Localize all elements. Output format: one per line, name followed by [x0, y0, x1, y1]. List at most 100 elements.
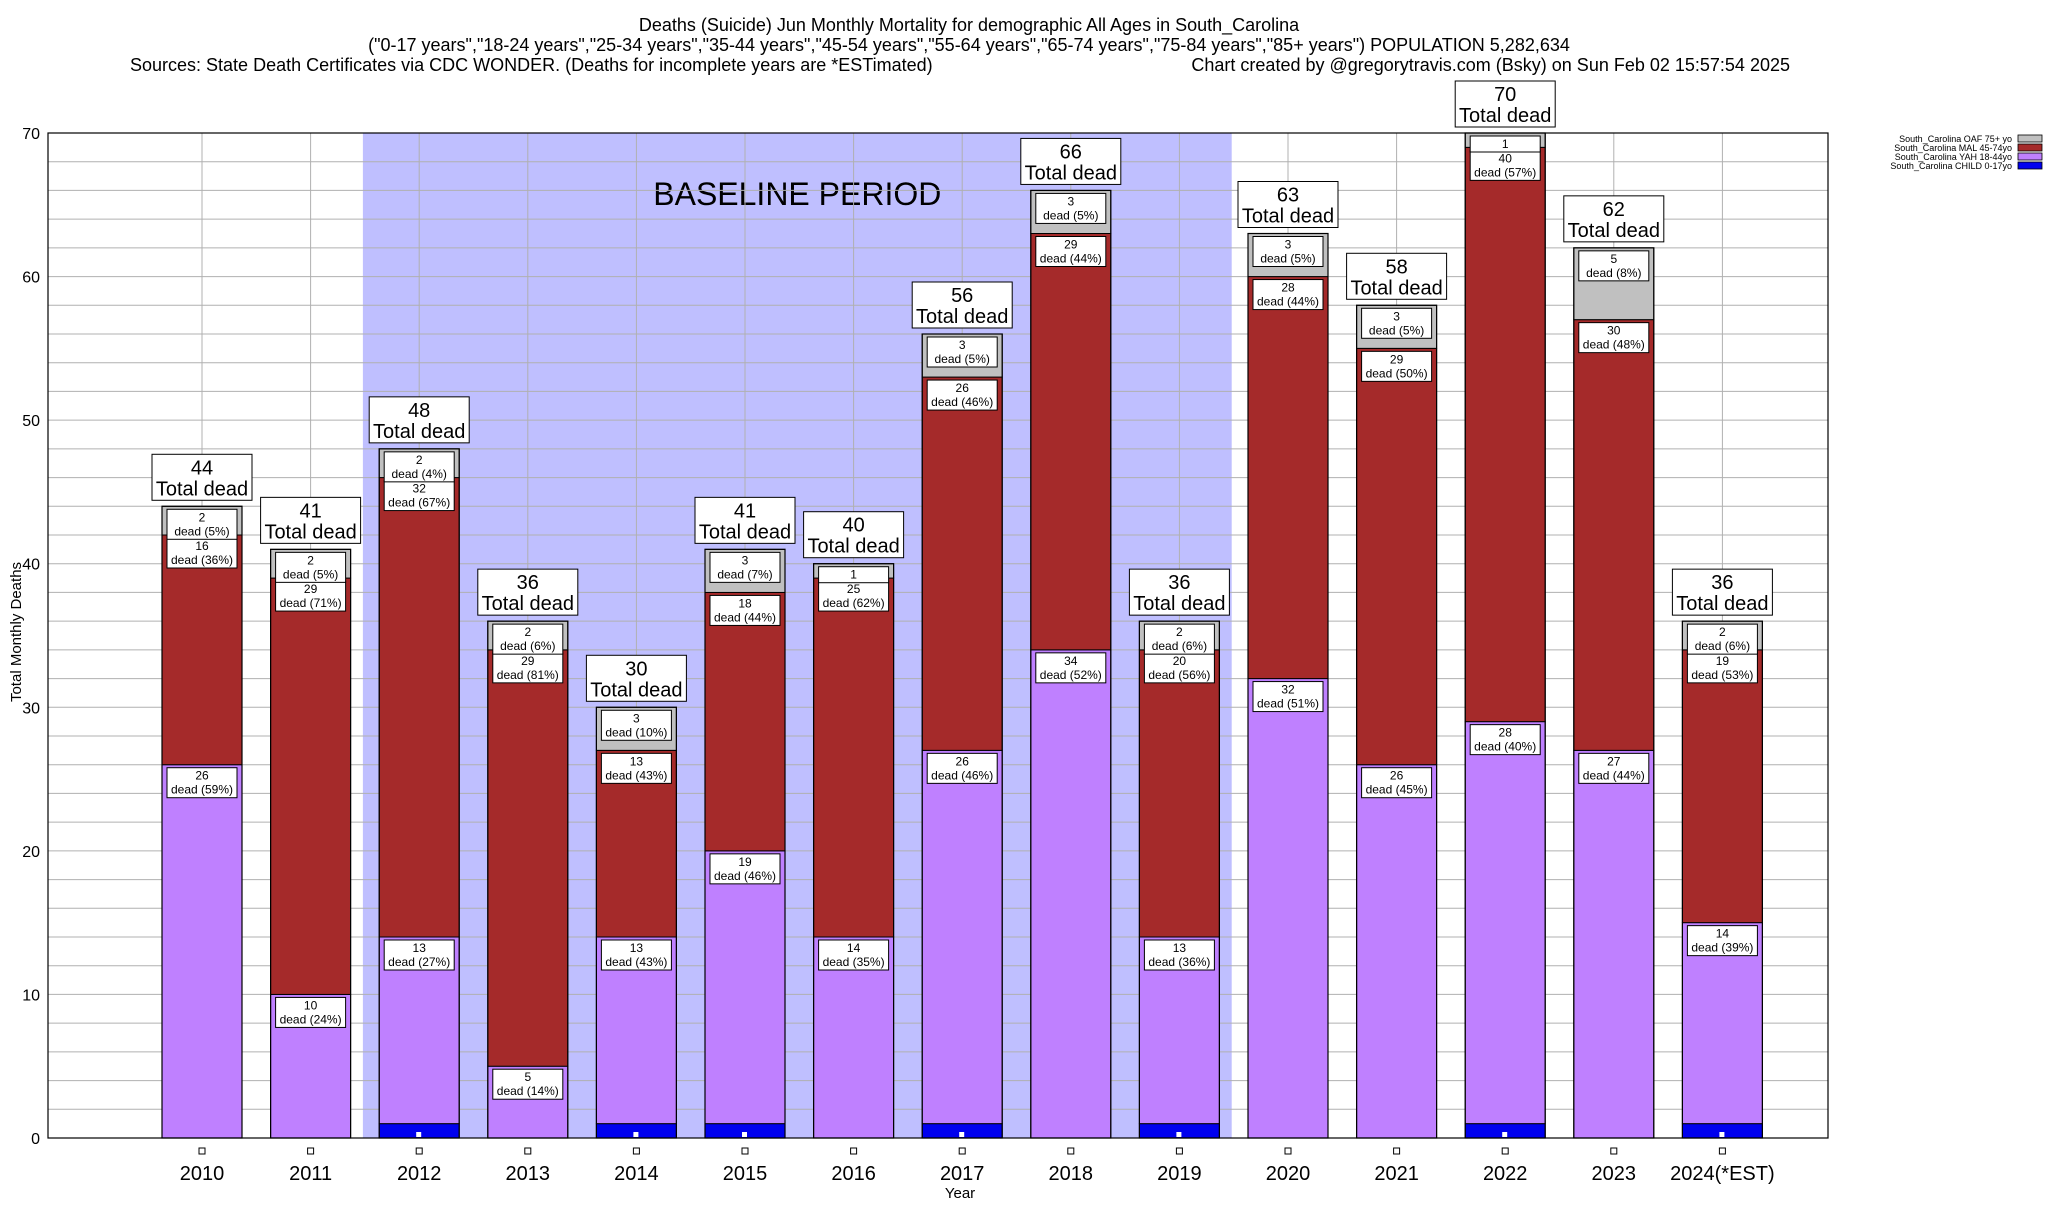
- segment-label-box: [383, 480, 455, 512]
- segment-label-count: 16: [195, 539, 209, 553]
- segment-label-box: [1143, 623, 1215, 655]
- total-label-value: 41: [299, 500, 321, 522]
- total-label-text: Total dead: [156, 478, 248, 500]
- segment-label-percent: dead (53%): [1691, 668, 1753, 682]
- x-tick-label: 2014: [614, 1163, 659, 1185]
- segment-label-count: 29: [304, 582, 318, 596]
- y-tick-label: 20: [22, 844, 40, 861]
- segment-label-box: [1143, 652, 1215, 684]
- segment-label-count: 40: [1499, 151, 1513, 165]
- segment-label-count: 32: [413, 482, 427, 496]
- segment-label-percent: dead (44%): [714, 610, 776, 624]
- total-label-value: 58: [1385, 256, 1407, 278]
- segment-label-count: 3: [959, 338, 966, 352]
- segment-label-box: [818, 939, 890, 971]
- total-label-text: Total dead: [1350, 277, 1442, 299]
- segment-label-count: 5: [524, 1070, 531, 1084]
- total-label-box: [477, 568, 579, 616]
- segment-label-count: 3: [742, 553, 749, 567]
- segment-label-percent: dead (46%): [931, 768, 993, 782]
- segment-label-box: [709, 551, 781, 583]
- x-tick-label: 2022: [1483, 1163, 1528, 1185]
- segment-label-percent: dead (39%): [1691, 941, 1753, 955]
- segment-label-box: [383, 939, 455, 971]
- segment-label-box: [1252, 236, 1324, 267]
- bar-segment: [704, 591, 786, 852]
- total-label-box: [911, 281, 1013, 329]
- segment-label-box: [818, 566, 890, 584]
- segment-label-percent: dead (48%): [1583, 338, 1645, 352]
- segment-label-box: [275, 996, 347, 1028]
- legend-swatch: [2017, 161, 2043, 170]
- segment-label-box: [1469, 149, 1541, 181]
- segment-label-percent: dead (52%): [1040, 668, 1102, 682]
- segment-label-percent: dead (46%): [931, 395, 993, 409]
- segment-label-box: [600, 752, 672, 784]
- bar-group-2022: [1464, 132, 1546, 1139]
- segment-label-box: [383, 451, 455, 483]
- segment-label-percent: dead (45%): [1366, 783, 1428, 797]
- segment-label-percent: dead (44%): [1040, 252, 1102, 266]
- segment-label-box: [600, 709, 672, 741]
- bar-group-2021: [1355, 304, 1438, 1139]
- total-label-value: 44: [191, 457, 213, 479]
- x-tick-label: 2019: [1157, 1163, 1202, 1185]
- bar-group-2019: [1138, 620, 1221, 1139]
- segment-label-count: 34: [1064, 654, 1078, 668]
- segment-label-box: [926, 752, 998, 784]
- total-label-value: 36: [1711, 572, 1733, 594]
- x-tick-marker: [1175, 1147, 1183, 1155]
- legend-swatch: [2017, 143, 2043, 152]
- bar-group-2011: [270, 548, 352, 1139]
- child-marker: [633, 1132, 639, 1137]
- total-label-text: Total dead: [699, 521, 791, 543]
- segment-label-count: 14: [847, 941, 861, 955]
- bar-group-2024(*EST): [1681, 620, 1764, 1139]
- bar-group-2015: [704, 548, 786, 1139]
- segment-label-count: 29: [1064, 238, 1078, 252]
- x-axis-label: Year: [945, 1185, 975, 1200]
- total-label-box: [151, 453, 253, 501]
- segment-label-count: 30: [1607, 324, 1621, 338]
- segment-label-box: [926, 379, 998, 411]
- bar-segment: [378, 477, 460, 938]
- total-label-value: 41: [734, 500, 756, 522]
- segment-label-count: 10: [304, 998, 318, 1012]
- segment-label-percent: dead (67%): [388, 496, 450, 510]
- total-label-text: Total dead: [482, 593, 574, 615]
- segment-label-percent: dead (62%): [823, 596, 885, 610]
- bar-group-2020: [1247, 232, 1329, 1139]
- total-label-box: [1454, 80, 1556, 128]
- segment-label-percent: dead (7%): [717, 567, 772, 581]
- segment-label-count: 5: [1610, 252, 1617, 266]
- bar-segment: [921, 376, 1003, 751]
- segment-label-box: [1686, 925, 1758, 957]
- total-label-text: Total dead: [807, 536, 899, 558]
- child-marker: [959, 1132, 965, 1137]
- bar-segment: [1247, 276, 1329, 680]
- segment-label-count: 1: [1502, 137, 1509, 151]
- bar-segment: [1464, 721, 1546, 1125]
- segment-label-count: 20: [1173, 654, 1187, 668]
- segment-label-box: [1143, 939, 1215, 971]
- segment-label-box: [1035, 652, 1107, 684]
- bar-segment: [1681, 649, 1763, 924]
- segment-label-percent: dead (35%): [823, 955, 885, 969]
- x-tick-marker: [1718, 1147, 1726, 1155]
- bar-segment: [270, 577, 352, 995]
- segment-label-percent: dead (46%): [714, 869, 776, 883]
- segment-label-count: 14: [1716, 927, 1730, 941]
- segment-label-box: [1361, 767, 1433, 799]
- segment-label-count: 26: [956, 381, 970, 395]
- x-tick-marker: [1501, 1147, 1509, 1155]
- bar-segment: [704, 850, 786, 1125]
- segment-label-percent: dead (5%): [174, 524, 229, 538]
- total-label-text: Total dead: [1568, 220, 1660, 242]
- segment-label-percent: dead (36%): [171, 553, 233, 567]
- segment-label-box: [1686, 652, 1758, 684]
- total-label-value: 63: [1277, 185, 1299, 207]
- x-tick-label: 2010: [180, 1163, 225, 1185]
- baseline-label: BASELINE PERIOD: [653, 176, 941, 212]
